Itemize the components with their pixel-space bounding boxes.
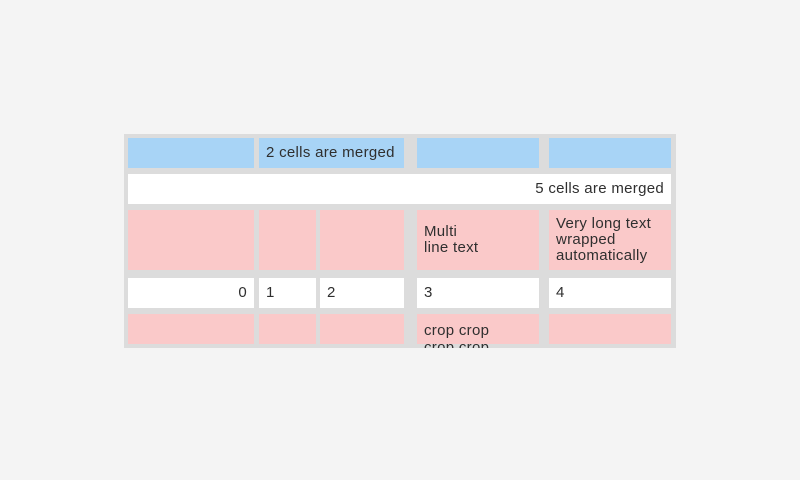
table-cell-r5c5[interactable] (549, 314, 671, 344)
number-cell-4[interactable]: 4 (549, 278, 671, 308)
merged-cell-5cols[interactable]: 5 cells are merged (128, 174, 671, 204)
number-cell-1[interactable]: 1 (259, 278, 316, 308)
table-grid: 2 cells are merged 5 cells are merged Mu… (128, 138, 671, 348)
table-cell-r3c1[interactable] (128, 210, 254, 270)
merged-cell-2cols[interactable]: 2 cells are merged (259, 138, 404, 168)
cropped-text-cell[interactable]: crop crop crop crop (417, 314, 539, 348)
table-widget: 2 cells are merged 5 cells are merged Mu… (124, 134, 676, 348)
table-cell-r1c4[interactable] (417, 138, 539, 168)
number-cell-2[interactable]: 2 (320, 278, 404, 308)
table-cell-r5c2[interactable] (259, 314, 316, 344)
wrapped-text-cell[interactable]: Very long text wrapped automatically (549, 210, 671, 270)
table-cell-r5c1[interactable] (128, 314, 254, 344)
table-cell-r1c5[interactable] (549, 138, 671, 168)
multiline-text-cell[interactable]: Multi line text (417, 210, 539, 270)
table-cell-r3c2[interactable] (259, 210, 316, 270)
table-cell-r1c1[interactable] (128, 138, 254, 168)
number-cell-0[interactable]: 0 (128, 278, 254, 308)
table-cell-r3c3[interactable] (320, 210, 404, 270)
table-cell-r5c3[interactable] (320, 314, 404, 344)
number-cell-3[interactable]: 3 (417, 278, 539, 308)
